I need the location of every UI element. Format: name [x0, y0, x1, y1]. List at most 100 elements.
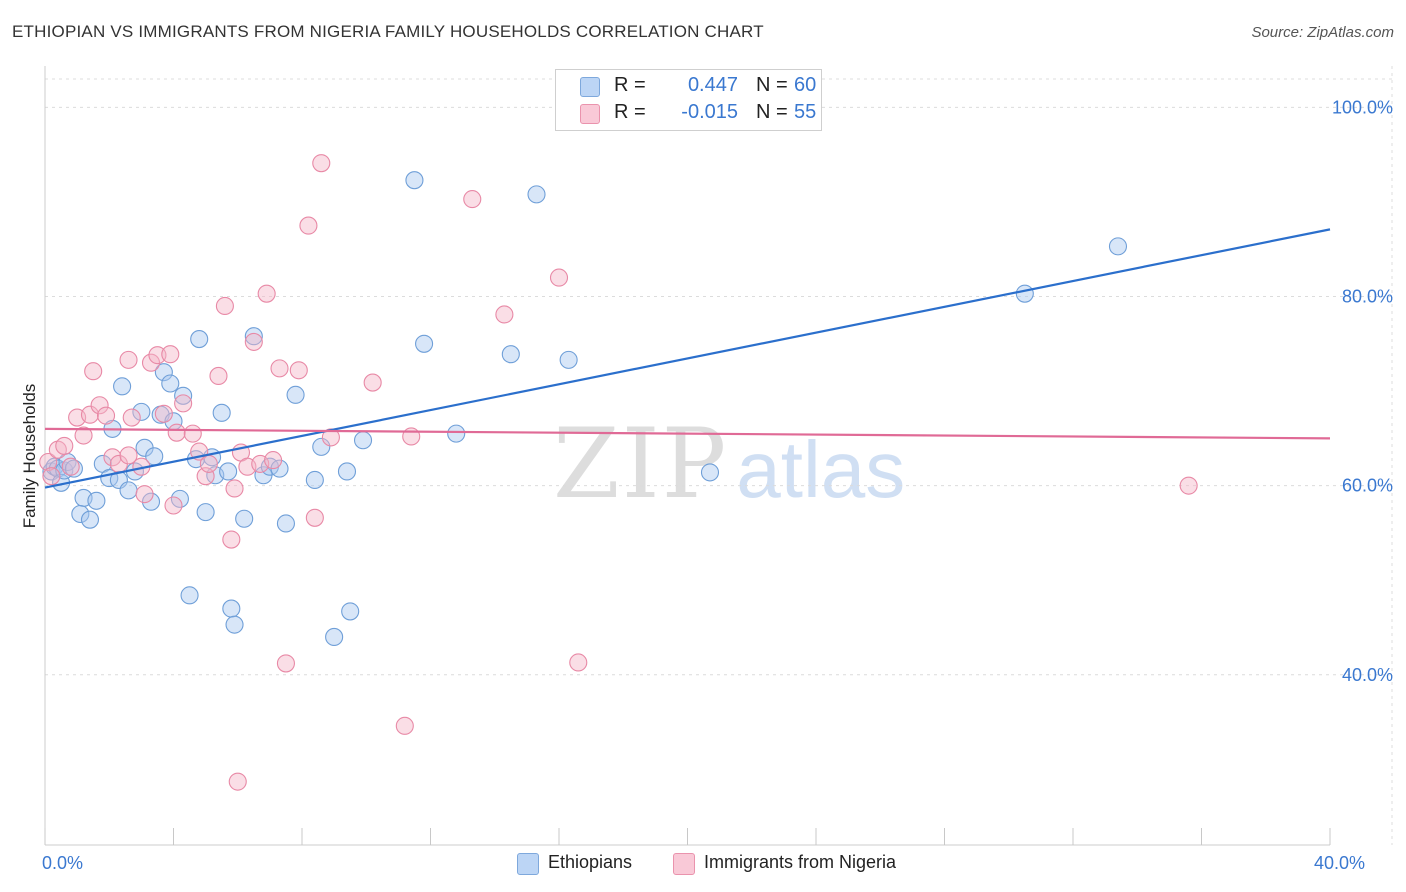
n-label: N =: [756, 74, 788, 96]
r-label: R =: [614, 101, 646, 123]
r-value: -0.015: [681, 101, 738, 123]
ethiopians-point: [700, 463, 720, 482]
ethiopians-point: [161, 374, 180, 393]
n-value: 60: [794, 74, 817, 96]
ethiopians-point: [312, 437, 331, 456]
nigeria-point: [244, 332, 263, 351]
ethiopians-point: [244, 327, 263, 346]
nigeria-point: [222, 530, 241, 549]
watermark-zip: ZIP: [553, 408, 729, 520]
nigeria-point: [122, 408, 141, 427]
nigeria-point: [270, 359, 289, 378]
nigeria-point: [80, 405, 100, 424]
ethiopians-point: [113, 377, 132, 396]
ethiopians-point: [154, 363, 173, 382]
nigeria-point: [549, 268, 569, 287]
nigeria-point: [96, 406, 116, 425]
nigeria-point: [209, 366, 228, 385]
y-tick-label: 40.0%: [1342, 665, 1393, 685]
series-legend: Ethiopians Immigrants from Nigeria: [0, 851, 1406, 877]
ethiopians-point: [196, 503, 215, 522]
nigeria-point: [103, 448, 122, 467]
legend-label-ethiopians: Ethiopians: [548, 852, 633, 872]
nigeria-point: [495, 305, 514, 324]
nigeria-point: [55, 436, 74, 455]
ethiopians-point: [64, 459, 83, 478]
nigeria-swatch: [673, 853, 695, 875]
watermark: ZIP atlas: [553, 408, 905, 520]
points-layer: [39, 154, 1198, 791]
ethiopians-point: [415, 334, 434, 353]
nigeria-point: [141, 353, 161, 372]
ethiopians-point: [1108, 237, 1128, 256]
trend-layer: [44, 228, 1331, 489]
tick-label-layer: 100.0% 80.0% 60.0% 40.0% 0.0% 40.0%: [42, 97, 1393, 873]
nigeria-point: [167, 423, 186, 442]
nigeria-point: [305, 508, 324, 527]
nigeria-point: [289, 361, 308, 380]
nigeria-point: [215, 296, 234, 316]
r-value: 0.447: [687, 74, 738, 96]
ethiopians-point: [1015, 284, 1034, 303]
ethiopians-point: [222, 599, 241, 618]
y-tick-label: 100.0%: [1332, 97, 1393, 117]
ethiopians-point: [170, 489, 189, 508]
nigeria-point: [90, 396, 109, 415]
ethiopians-point: [447, 424, 466, 443]
n-value: 55: [794, 101, 817, 123]
ethiopians-point: [341, 602, 360, 621]
nigeria-point: [225, 479, 244, 498]
source-credit: Source: ZipAtlas.com: [1251, 24, 1394, 41]
axis-layer: [44, 66, 1331, 846]
nigeria-point: [148, 346, 167, 365]
nigeria-point: [228, 772, 247, 791]
watermark-atlas: atlas: [736, 425, 906, 514]
ethiopians-point: [132, 402, 151, 421]
stats-legend: R = 0.447 N = 60 R = -0.015 N = 55: [555, 69, 822, 131]
nigeria-point: [199, 454, 218, 473]
nigeria-point: [61, 457, 80, 476]
nigeria-point: [257, 284, 276, 303]
nigeria-point: [161, 345, 180, 364]
ethiopians-point: [141, 492, 161, 511]
ethiopians-point: [71, 504, 90, 524]
y-tick-label: 60.0%: [1342, 476, 1393, 496]
ethiopians-point: [87, 491, 106, 510]
nigeria-point: [569, 653, 588, 672]
ethiopians-point: [174, 386, 193, 405]
ethiopians-swatch: [517, 853, 539, 875]
ethiopians-point: [325, 627, 344, 647]
chart-title: ETHIOPIAN VS IMMIGRANTS FROM NIGERIA FAM…: [12, 22, 764, 41]
nigeria-point: [42, 467, 61, 486]
legend-label-nigeria: Immigrants from Nigeria: [704, 852, 897, 872]
x-tick-label: 40.0%: [1314, 853, 1365, 873]
nigeria-point: [299, 216, 318, 235]
nigeria-point: [1179, 476, 1198, 495]
nigeria-point: [84, 362, 103, 381]
ethiopians-point: [337, 462, 357, 481]
ethiopians-point: [305, 470, 324, 490]
nigeria-point: [183, 424, 202, 443]
nigeria-point: [119, 446, 138, 465]
nigeria-point: [119, 350, 138, 369]
nigeria-point: [74, 426, 93, 445]
nigeria-trend-line: [44, 427, 1331, 440]
nigeria-point: [135, 485, 154, 504]
ethiopians-swatch: [580, 77, 600, 97]
ethiopians-point: [501, 345, 520, 364]
nigeria-point: [463, 190, 482, 209]
nigeria-point: [312, 154, 331, 173]
nigeria-point: [264, 451, 283, 470]
nigeria-point: [395, 716, 414, 735]
ethiopians-point: [225, 615, 244, 634]
x-tick-label: 0.0%: [42, 853, 83, 873]
ethiopians-point: [353, 431, 373, 450]
ethiopians-point: [286, 385, 305, 404]
nigeria-point: [39, 452, 58, 472]
ethiopians-point: [212, 403, 231, 422]
ethiopians-point: [80, 510, 100, 529]
r-label: R =: [614, 74, 646, 96]
ethiopians-point: [119, 481, 138, 500]
nigeria-point: [154, 404, 173, 423]
nigeria-point: [321, 428, 340, 447]
